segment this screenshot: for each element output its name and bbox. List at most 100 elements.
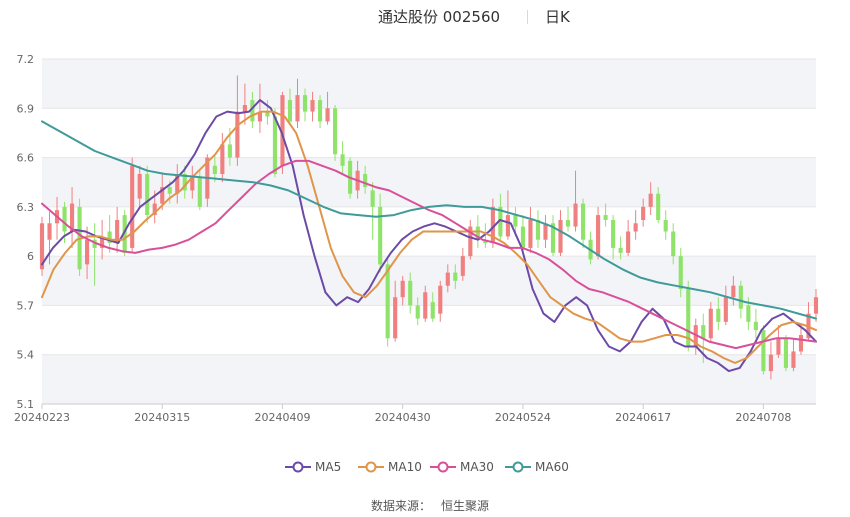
candle-body <box>235 111 240 158</box>
candle-body <box>475 226 480 240</box>
candle-body <box>160 187 165 204</box>
candle-body <box>611 220 616 248</box>
legend-item-ma5[interactable]: MA5 <box>285 457 341 477</box>
candle-body <box>686 289 691 347</box>
x-tick-label: 20240617 <box>615 411 671 424</box>
legend-item-ma10[interactable]: MA10 <box>358 457 422 477</box>
x-tick-label: 20240524 <box>495 411 551 424</box>
legend-label: MA10 <box>388 460 422 474</box>
candle-body <box>445 272 450 286</box>
candle-body <box>265 111 270 117</box>
candle-body <box>423 292 428 319</box>
candle-body <box>641 206 646 220</box>
candle-body <box>287 100 293 122</box>
candle-body <box>738 285 743 309</box>
candle-body <box>520 226 525 248</box>
y-tick-label: 5.1 <box>17 398 35 411</box>
candle-body <box>453 272 458 281</box>
y-tick-label: 6.9 <box>17 102 35 115</box>
stock-title: 通达股份 002560 <box>378 8 501 26</box>
y-tick-label: 6.3 <box>17 201 35 214</box>
candle-body <box>528 220 533 248</box>
candle-body <box>212 165 217 174</box>
grid-band <box>42 157 816 207</box>
legend-marker-ma5 <box>285 461 311 473</box>
legend-marker-ma10 <box>358 461 384 473</box>
candle-body <box>573 203 578 227</box>
candle-body <box>708 308 713 339</box>
candle-body <box>543 223 548 240</box>
candle-body <box>137 174 142 199</box>
candle-body <box>663 220 668 232</box>
source-name: 恒生聚源 <box>441 499 490 513</box>
candle-body <box>363 174 368 188</box>
candle-body <box>596 215 601 257</box>
candle-body <box>580 203 586 240</box>
candle-body <box>798 335 804 352</box>
data-source: 数据来源： 恒生聚源 <box>0 497 850 514</box>
candle-body <box>791 351 796 368</box>
source-label: 数据来源： <box>370 499 431 513</box>
series-line-ma30 <box>41 159 817 350</box>
candle-body <box>310 100 315 112</box>
x-tick-label: 20240708 <box>735 411 791 424</box>
chart-legend: MA5 MA10 MA30 MA60 <box>0 457 850 477</box>
y-tick-label: 5.7 <box>17 299 35 312</box>
legend-marker-ma60 <box>505 461 531 473</box>
candle-body <box>768 354 773 372</box>
legend-item-ma60[interactable]: MA60 <box>505 457 569 477</box>
candle-body <box>393 297 398 339</box>
candle-body <box>167 187 172 194</box>
candle-body <box>626 231 631 253</box>
series-line-ma10 <box>41 110 817 364</box>
candle-body <box>295 95 300 122</box>
candle-body <box>535 220 541 240</box>
legend-label: MA5 <box>315 460 342 474</box>
candle-body <box>257 111 262 122</box>
candle-body <box>85 239 90 265</box>
candle-body <box>603 215 608 220</box>
grid-band <box>42 256 816 306</box>
candle-body <box>385 264 390 339</box>
candle-body <box>370 190 375 207</box>
candle-body <box>130 165 135 248</box>
candle-body <box>92 239 97 248</box>
legend-dot <box>365 461 377 473</box>
grid-band <box>42 354 816 404</box>
candle-body <box>678 256 683 289</box>
grid-band <box>42 59 816 109</box>
candle-body <box>47 223 52 240</box>
candle-body <box>633 223 638 232</box>
candle-body <box>813 297 819 314</box>
candle-body <box>340 154 345 166</box>
candle-body <box>648 193 653 207</box>
x-tick-label: 20240430 <box>375 411 431 424</box>
candle-body <box>190 177 195 191</box>
candle-body <box>505 215 510 237</box>
legend-label: MA30 <box>460 460 494 474</box>
period-tab-daily[interactable]: 日K <box>545 8 570 26</box>
candle-body <box>565 220 571 227</box>
candle-body <box>39 223 45 270</box>
candle-body <box>317 100 323 122</box>
candle-body <box>272 116 278 174</box>
candle-body <box>550 223 556 253</box>
candle-body <box>378 206 383 265</box>
legend-item-ma30[interactable]: MA30 <box>430 457 494 477</box>
candle-body <box>671 231 676 257</box>
candle-body <box>783 338 789 368</box>
candle-body <box>415 305 420 319</box>
candle-body <box>107 231 112 243</box>
legend-dot <box>437 461 449 473</box>
candle-body <box>302 95 308 112</box>
candle-body <box>618 247 623 253</box>
candle-body <box>498 206 503 237</box>
candle-body <box>152 203 157 216</box>
series-line-ma5 <box>41 99 817 373</box>
candle-body <box>100 236 105 248</box>
candle-body <box>122 215 127 253</box>
candle-body <box>761 330 766 372</box>
candle-body <box>716 308 721 322</box>
y-tick-label: 6 <box>27 250 34 263</box>
